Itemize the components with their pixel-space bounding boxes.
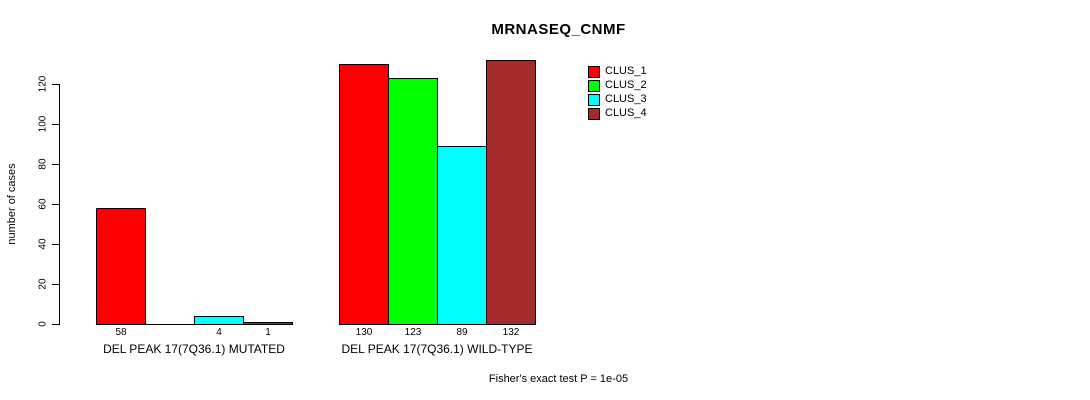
bar-clus_4 [486,60,536,325]
bar-value-label: 132 [502,327,520,338]
legend-swatch-clus_4 [588,108,600,120]
legend-swatch-clus_3 [588,94,600,106]
legend-label-clus_3: CLUS_3 [605,93,647,105]
bar-clus_1 [339,64,389,325]
legend-label-clus_1: CLUS_1 [605,65,647,77]
y-tick-label: 40 [37,238,49,250]
fisher-test-annotation: Fisher's exact test P = 1e-05 [488,373,629,385]
bar-clus_3 [437,146,487,325]
y-tick-label: 120 [37,75,49,93]
y-tick-mark [52,244,59,245]
chart-title: MRNASEQ_CNMF [491,21,626,38]
y-tick-mark [52,204,59,205]
legend-swatch-clus_1 [588,66,600,78]
bar-value-label: 123 [404,327,422,338]
bar-value-label: 130 [355,327,373,338]
y-tick-label: 60 [37,198,49,210]
y-tick-label: 100 [37,115,49,133]
bar-value-label: 4 [216,327,222,338]
bar-clus_2-zero [145,324,195,325]
y-tick-mark [52,284,59,285]
legend-label-clus_4: CLUS_4 [605,107,647,119]
bar-value-label: 58 [115,327,127,338]
group-label-mutated: DEL PEAK 17(7Q36.1) MUTATED [103,342,285,356]
y-tick-label: 20 [37,278,49,290]
bar-clus_1 [96,208,146,325]
bar-value-label: 1 [265,327,271,338]
y-axis-label: number of cases [6,163,18,245]
group-label-wildtype: DEL PEAK 17(7Q36.1) WILD-TYPE [341,342,533,356]
y-tick-mark [52,164,59,165]
bar-value-label: 89 [456,327,468,338]
y-tick-mark [52,124,59,125]
y-axis-line [59,84,60,325]
y-tick-mark [52,324,59,325]
y-tick-mark [52,84,59,85]
bar-clus_3 [194,316,244,325]
y-tick-label: 0 [37,321,49,327]
bar-clus_4 [243,322,293,325]
legend-swatch-clus_2 [588,80,600,92]
legend-label-clus_2: CLUS_2 [605,79,647,91]
bar-clus_2 [388,78,438,325]
y-tick-label: 80 [37,158,49,170]
